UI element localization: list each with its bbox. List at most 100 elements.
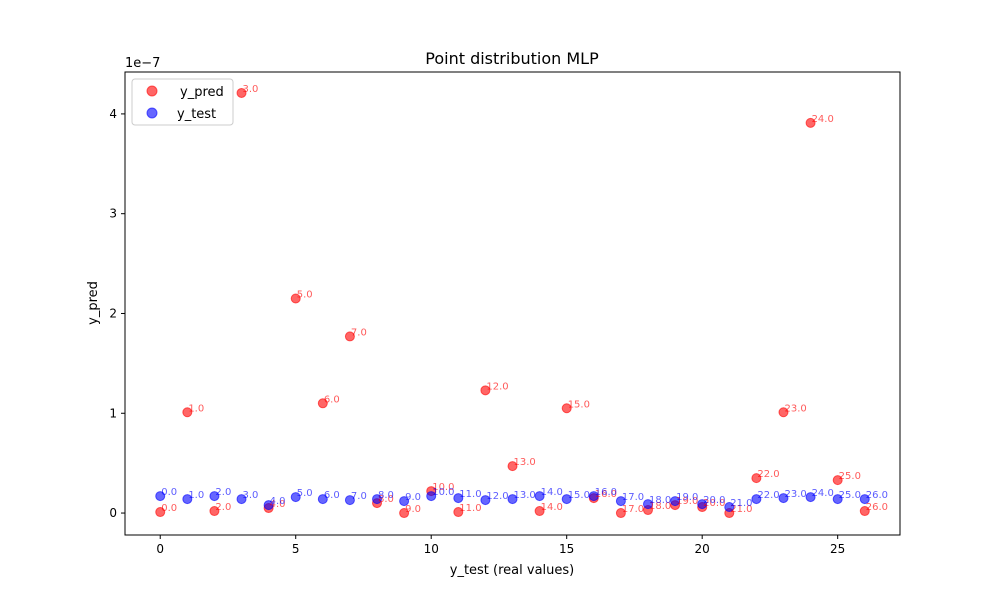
point-label-y-pred: 18.0 — [649, 501, 671, 512]
point-label-y-test: 4.0 — [270, 496, 286, 507]
point-label-y-test: 6.0 — [324, 490, 340, 501]
data-point-y-test — [344, 495, 355, 506]
x-axis-ticks: 0 5 10 15 20 25 — [156, 535, 845, 556]
point-label-y-pred: 5.0 — [297, 290, 313, 301]
data-point-y-pred — [480, 385, 491, 396]
point-label-y-pred: 17.0 — [622, 504, 644, 515]
data-point-y-test — [832, 494, 843, 505]
point-label-y-pred: 13.0 — [514, 457, 536, 468]
point-label-y-pred: 11.0 — [459, 503, 481, 514]
x-tick-label: 20 — [695, 542, 710, 556]
point-label-y-test: 17.0 — [622, 492, 644, 503]
x-tick-label: 10 — [424, 542, 439, 556]
y-axis-scale-label: 1e−7 — [125, 56, 160, 71]
data-point-y-test — [290, 492, 301, 503]
point-label-y-test: 12.0 — [486, 491, 508, 502]
y-tick-label: 4 — [109, 107, 117, 121]
data-point-y-test — [697, 499, 708, 510]
data-point-y-test — [859, 494, 870, 505]
data-point-y-pred — [236, 87, 247, 98]
data-point-y-pred — [317, 398, 328, 409]
point-label-y-pred: 8.0 — [378, 494, 394, 505]
point-label-y-test: 18.0 — [649, 495, 671, 506]
data-point-y-pred — [344, 331, 355, 342]
point-label-y-test: 3.0 — [243, 490, 259, 501]
data-point-y-test — [155, 491, 166, 502]
y-tick-label: 0 — [109, 506, 117, 520]
point-label-y-test: 26.0 — [866, 490, 888, 501]
data-point-y-test — [561, 494, 572, 505]
axes-frame — [124, 71, 901, 536]
data-point-y-test — [182, 494, 193, 505]
data-point-y-test — [507, 494, 518, 505]
data-point-y-pred — [751, 473, 762, 484]
series-y-test — [155, 491, 870, 513]
x-tick-label: 0 — [156, 542, 164, 556]
data-point-y-test — [426, 491, 437, 502]
point-label-y-pred: 12.0 — [486, 381, 508, 392]
data-point-y-pred — [182, 407, 193, 418]
point-label-y-pred: 14.0 — [541, 502, 563, 513]
point-label-y-pred: 21.0 — [730, 504, 752, 515]
data-point-y-pred — [615, 508, 626, 519]
point-label-y-pred: 6.0 — [324, 394, 340, 405]
point-label-y-pred: 0.0 — [161, 503, 177, 514]
data-point-y-test — [778, 493, 789, 504]
y-axis-label: y_pred — [86, 281, 101, 325]
data-point-y-test — [724, 502, 735, 513]
point-label-y-pred: 16.0 — [595, 489, 617, 500]
point-label-y-pred: 3.0 — [243, 84, 259, 95]
legend-marker-y-test — [146, 107, 158, 119]
data-point-y-pred — [778, 407, 789, 418]
point-label-y-test: 2.0 — [215, 487, 231, 498]
data-point-y-test — [805, 492, 816, 503]
point-label-y-test: 19.0 — [676, 492, 698, 503]
data-point-y-test — [372, 494, 383, 505]
point-label-y-test: 25.0 — [839, 490, 861, 501]
point-label-y-test: 13.0 — [514, 490, 536, 501]
point-label-y-test: 21.0 — [730, 498, 752, 509]
point-label-y-pred: 10.0 — [432, 482, 454, 493]
point-label-y-test: 20.0 — [703, 495, 725, 506]
chart-title: Point distribution MLP — [425, 49, 599, 68]
data-point-y-pred — [534, 506, 545, 517]
data-point-y-pred — [805, 117, 816, 128]
data-point-y-pred — [399, 508, 410, 519]
point-label-y-pred: 1.0 — [188, 403, 204, 414]
data-point-y-pred — [290, 293, 301, 304]
data-point-y-test — [263, 500, 274, 511]
data-point-y-test — [534, 491, 545, 502]
data-point-y-test — [209, 491, 220, 502]
point-label-y-test: 23.0 — [784, 489, 806, 500]
data-point-y-test — [642, 499, 653, 510]
point-label-y-pred: 7.0 — [351, 327, 367, 338]
legend-label-y-test: y_test — [177, 107, 216, 122]
data-point-y-test — [588, 491, 599, 502]
point-label-y-test: 8.0 — [378, 490, 394, 501]
data-point-y-pred — [507, 461, 518, 472]
point-label-y-test: 10.0 — [432, 487, 454, 498]
data-point-y-pred — [561, 403, 572, 414]
point-label-y-pred: 23.0 — [784, 403, 806, 414]
data-point-y-pred — [209, 506, 220, 517]
x-tick-label: 25 — [830, 542, 845, 556]
data-point-y-test — [399, 496, 410, 507]
plot-area: 0 5 10 15 20 25 0 1 2 3 4 0.0 1.0 2.0 3.0 4.0 5.0 6.0 7.… — [109, 71, 901, 556]
data-point-y-test — [317, 494, 328, 505]
point-label-y-pred: 9.0 — [405, 504, 421, 515]
data-point-y-test — [670, 496, 681, 507]
x-axis-label: y_test (real values) — [450, 563, 574, 578]
point-label-y-test: 11.0 — [459, 489, 481, 500]
data-point-y-pred — [453, 507, 464, 518]
point-label-y-test: 22.0 — [757, 490, 779, 501]
legend-marker-y-pred — [146, 85, 158, 97]
y-tick-label: 2 — [109, 306, 117, 320]
point-label-y-test: 7.0 — [351, 491, 367, 502]
data-point-y-test — [751, 494, 762, 505]
legend: y_pred y_test — [131, 78, 234, 126]
point-label-y-pred: 2.0 — [215, 502, 231, 513]
data-point-y-test — [236, 494, 247, 505]
point-label-y-pred: 19.0 — [676, 496, 698, 507]
y-tick-label: 3 — [109, 207, 117, 221]
